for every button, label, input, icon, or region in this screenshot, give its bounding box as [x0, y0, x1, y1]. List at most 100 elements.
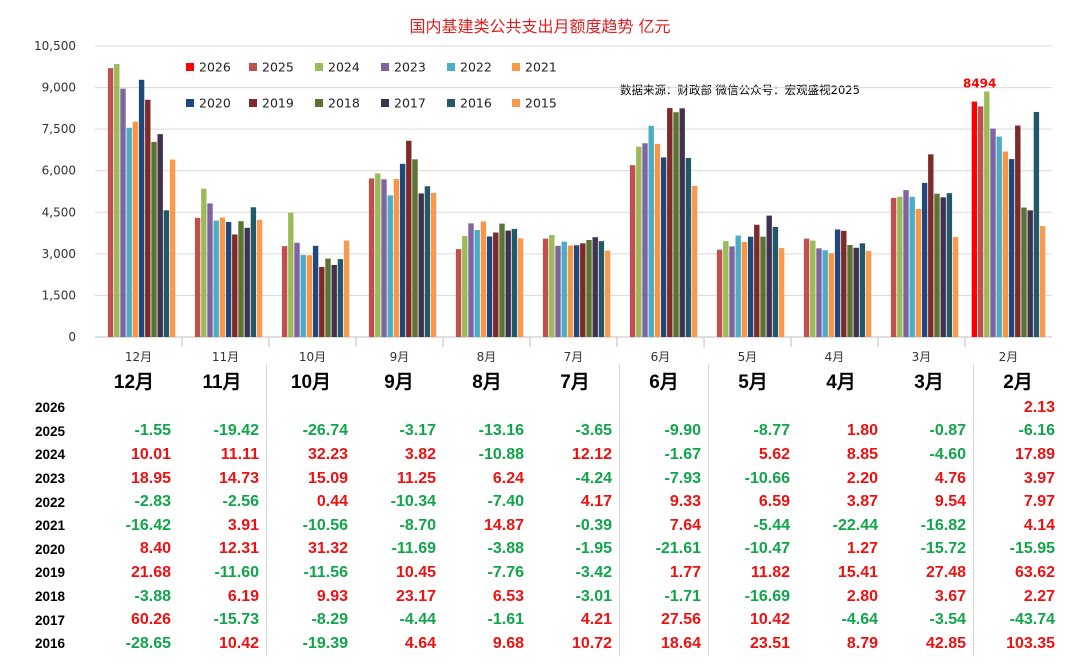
table-cell: -1.71 [619, 584, 709, 609]
bar-2021 [654, 143, 661, 337]
legend-label: 2018 [328, 96, 360, 111]
table-cell: -19.42 [213, 422, 259, 440]
bar-2020 [747, 236, 754, 337]
table-cell: -3.01 [575, 587, 612, 605]
bar-2020 [399, 163, 406, 337]
table-cell: -3.65 [575, 422, 612, 440]
table-cell [531, 396, 620, 420]
bar-2024 [201, 188, 207, 337]
table-header-row: 12月 11月 10月 9月 8月 7月 6月 5月 4月 3月 2月 [10, 364, 1062, 396]
bar-2015 [1039, 226, 1046, 337]
bar-2025 [803, 238, 810, 337]
bar-2021 [219, 217, 226, 337]
table-header-cell: 7月 [560, 371, 590, 393]
table-cell: -4.24 [575, 469, 612, 487]
table-cell: -6.16 [973, 419, 1062, 444]
table-cell: -3.17 [399, 422, 436, 440]
table-cell: 15.41 [837, 563, 878, 581]
table-row: 2024 10.01 11.11 32.23 3.82 -10.88 12.12 -1.67 5… [10, 443, 1062, 467]
table-cell [708, 396, 797, 420]
bar-2019 [1015, 125, 1021, 337]
legend-swatch [249, 63, 257, 71]
table-header-cell: 11月 [202, 371, 242, 393]
table-cell: 9.93 [266, 584, 355, 609]
bar-2018 [325, 258, 331, 337]
bar-2021 [480, 221, 487, 337]
table-cell: 4.76 [934, 469, 966, 487]
table-cell: 7.64 [619, 513, 709, 538]
table-cell: -1.95 [575, 540, 612, 558]
bar-2016 [1033, 111, 1040, 338]
bar-2023 [903, 190, 909, 337]
table-cell: -10.56 [266, 513, 355, 538]
table-cell: -1.61 [487, 611, 524, 629]
table-cell: 60.26 [130, 611, 171, 629]
bar-2017 [1027, 210, 1033, 337]
table-cell [443, 396, 531, 420]
bar-2018 [412, 159, 418, 337]
y-tick-label: 10,500 [34, 39, 76, 53]
bar-2024 [114, 64, 120, 337]
bar-2025 [368, 178, 375, 337]
bar-2020 [834, 229, 841, 337]
bar-2016 [685, 157, 692, 337]
bar-2021 [915, 208, 922, 337]
x-tick-label: 5月 [738, 350, 758, 364]
row-year: 2022 [34, 494, 66, 510]
table-cell: 31.32 [266, 537, 355, 562]
bar-2018 [760, 236, 766, 337]
bar-2022 [213, 220, 219, 337]
table-cell: -10.88 [478, 445, 524, 463]
bar-2020 [573, 245, 580, 337]
bar-2018 [673, 112, 679, 337]
y-tick-label: 6,000 [42, 164, 76, 178]
row-year: 2018 [34, 589, 66, 605]
table-cell: 7.97 [973, 490, 1062, 514]
table-cell: 3.87 [846, 493, 878, 511]
bar-2021 [828, 253, 835, 337]
bar-2022 [561, 241, 567, 337]
bar-2023 [120, 88, 126, 338]
table-cell: 3.91 [227, 516, 259, 534]
bar-2022 [474, 230, 480, 337]
bar-2025 [194, 217, 201, 337]
bar-2018 [586, 240, 592, 337]
table-row: 2023 18.95 14.73 15.09 11.25 6.24 -4.24 -7.93 -1… [10, 466, 1062, 491]
bar-2024 [984, 91, 990, 337]
bar-2016 [337, 259, 344, 337]
bar-2017 [244, 227, 250, 337]
bar-2025 [716, 249, 723, 337]
bar-2023 [729, 246, 735, 337]
bar-2022 [996, 136, 1002, 337]
table-cell: -3.42 [575, 563, 612, 581]
table-header-cell: 6月 [619, 364, 709, 396]
bar-2023 [294, 242, 300, 337]
legend-swatch [447, 63, 455, 71]
legend-swatch [512, 99, 520, 107]
table-cell: 2.20 [846, 469, 878, 487]
legend-swatch [186, 99, 194, 107]
source-note: 数据来源：财政部 微信公众号：宏观盛视2025 [620, 83, 860, 97]
bar-2021 [306, 255, 313, 337]
table-cell: 14.87 [483, 516, 524, 534]
bar-2021 [567, 245, 574, 337]
table-cell: -3.88 [487, 540, 524, 558]
bar-2023 [990, 128, 996, 337]
bar-2019 [667, 108, 673, 337]
bar-2020 [312, 245, 319, 337]
table-header-cell: 4月 [826, 371, 856, 393]
bar-2024 [288, 212, 294, 337]
table-cell: -8.70 [399, 516, 436, 534]
bar-2025 [542, 238, 549, 337]
bar-2022 [126, 127, 132, 337]
x-tick-label: 3月 [912, 350, 932, 364]
table-row: 2019 21.68 -11.60 -11.56 10.45 -7.76 -3.42 1.77… [10, 561, 1062, 585]
legend: 2026 2025 2024 2023 2022 2021 2020 2019 2018 2017… [186, 60, 557, 111]
bar-2016 [250, 207, 257, 337]
table-cell: -11.60 [214, 563, 259, 581]
bar-2023 [468, 223, 474, 337]
bar-2019 [928, 154, 934, 337]
table-cell: 11.25 [396, 469, 436, 487]
bar-2015 [691, 185, 698, 337]
bar-2022 [387, 195, 393, 337]
